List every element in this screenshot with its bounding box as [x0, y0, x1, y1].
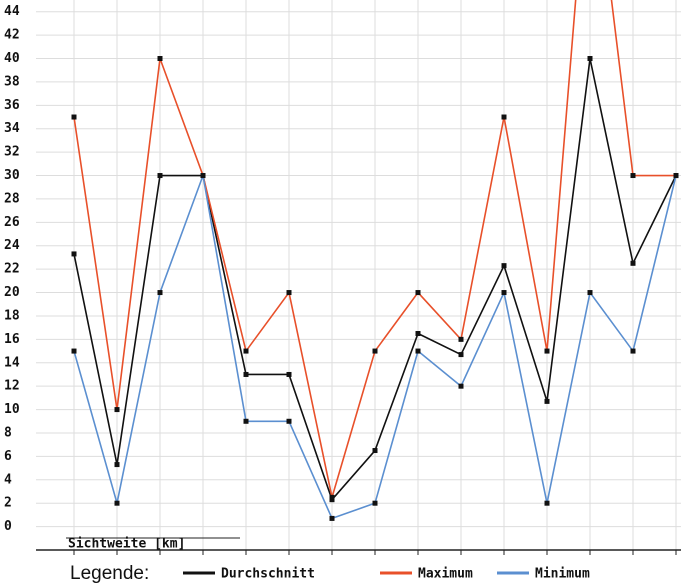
point	[630, 260, 636, 266]
point	[458, 383, 464, 389]
point	[501, 263, 507, 269]
point	[243, 348, 249, 354]
point	[71, 251, 77, 257]
point	[544, 500, 550, 506]
point	[157, 290, 163, 296]
point	[286, 371, 292, 377]
plot-area	[71, 0, 679, 521]
point	[372, 448, 378, 454]
y-tick-label: 28	[4, 191, 20, 206]
point	[587, 56, 593, 62]
point	[114, 500, 120, 506]
point	[157, 173, 163, 179]
legend-label: Maximum	[418, 567, 473, 582]
y-tick-label: 44	[4, 4, 20, 19]
point	[71, 348, 77, 354]
y-tick-label: 22	[4, 262, 20, 277]
point	[415, 348, 421, 354]
y-tick-label: 8	[4, 425, 12, 440]
y-tick-label: 20	[4, 285, 20, 300]
y-tick-label: 10	[4, 402, 20, 417]
legend-label: Durchschnitt	[221, 567, 315, 582]
point	[114, 462, 120, 468]
legend: Durchschnitt Maximum Minimum	[183, 567, 590, 582]
y-tick-label: 6	[4, 449, 12, 464]
point	[458, 336, 464, 342]
point	[415, 290, 421, 296]
y-tick-label: 18	[4, 308, 20, 323]
y-tick-label: 14	[4, 355, 20, 370]
y-tick-label: 24	[4, 238, 20, 253]
point	[673, 173, 679, 179]
point	[372, 500, 378, 506]
point	[286, 290, 292, 296]
point	[544, 348, 550, 354]
point	[372, 348, 378, 354]
y-tick-label: 40	[4, 51, 20, 66]
y-tick-label: 32	[4, 145, 20, 160]
point	[501, 290, 507, 296]
point	[544, 398, 550, 404]
y-tick-label: 34	[4, 121, 20, 136]
point	[286, 418, 292, 424]
y-tick-label: 4	[4, 472, 12, 487]
point	[329, 515, 335, 521]
y-tick-label: 0	[4, 519, 12, 534]
point	[587, 290, 593, 296]
y-tick-label: 16	[4, 332, 20, 347]
legend-title: Legende:	[70, 563, 149, 584]
y-tick-label: 26	[4, 215, 20, 230]
y-tick-label: 36	[4, 98, 20, 113]
point	[501, 114, 507, 120]
point	[200, 173, 206, 179]
point	[157, 56, 163, 62]
point	[458, 352, 464, 358]
point	[415, 331, 421, 337]
y-tick-label: 30	[4, 168, 20, 183]
point	[243, 418, 249, 424]
y-tick-label: 2	[4, 496, 12, 511]
legend-label: Minimum	[535, 567, 590, 582]
y-tick-label: 42	[4, 28, 20, 43]
y-tick-label: 38	[4, 74, 20, 89]
point	[71, 114, 77, 120]
grid: 0246810121416182022242628303234363840424…	[4, 0, 681, 555]
point	[630, 348, 636, 354]
point	[243, 371, 249, 377]
point	[630, 173, 636, 179]
y-tick-label: 12	[4, 379, 20, 394]
axis-label: Sichtweite [km]	[68, 537, 185, 552]
point	[329, 494, 335, 500]
point	[114, 407, 120, 413]
